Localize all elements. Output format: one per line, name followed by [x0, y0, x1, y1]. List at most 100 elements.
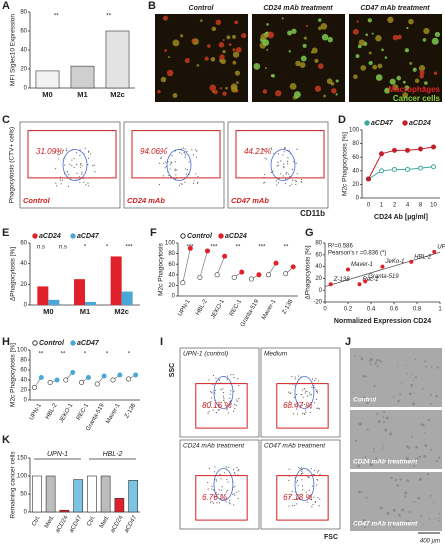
dot [225, 491, 228, 493]
dot [284, 183, 287, 185]
scale-label: 400 µm [420, 539, 440, 545]
cell [320, 23, 328, 30]
y-tick-label: 0 [172, 294, 176, 300]
bar [128, 480, 138, 513]
gate [131, 130, 221, 179]
y-tick-label: 40 [20, 378, 27, 384]
legend-label: Control [39, 340, 65, 347]
legend-marker [70, 233, 76, 239]
dot [193, 180, 195, 182]
cell [365, 496, 368, 499]
dot [317, 380, 319, 382]
point-label: JeKo-1 [385, 259, 405, 265]
dot [289, 392, 291, 394]
cell [364, 456, 367, 459]
y-tick-label: 40 [315, 264, 322, 270]
dot [292, 179, 294, 181]
dot [295, 162, 297, 164]
dot [162, 175, 164, 177]
cell [191, 38, 196, 43]
dot [191, 149, 193, 151]
annotation: *** [258, 245, 266, 251]
y-tick-label: 40 [20, 261, 27, 267]
cell [172, 39, 180, 47]
cell [408, 511, 411, 514]
dot [88, 150, 90, 152]
dot [309, 494, 311, 497]
cell [356, 20, 359, 23]
annotation: ** [106, 14, 111, 20]
dot [305, 491, 307, 493]
cell [209, 84, 217, 92]
dot [305, 411, 307, 414]
dot [220, 498, 222, 500]
cell [362, 374, 366, 378]
density [213, 376, 234, 409]
marker [63, 377, 69, 383]
dot [73, 166, 75, 169]
cell [335, 93, 338, 96]
dot [318, 470, 320, 472]
dot [287, 163, 289, 165]
dot [286, 172, 288, 174]
marker [204, 248, 210, 254]
gate-value: 80.16 % [202, 401, 231, 410]
x-tick-label: 0.2 [344, 307, 353, 313]
cell [331, 88, 337, 94]
dot [277, 182, 280, 184]
dot [294, 376, 296, 378]
dot [230, 374, 232, 376]
dot [214, 466, 216, 468]
dot [208, 379, 210, 381]
marker [405, 147, 410, 153]
cell [373, 385, 376, 388]
dot [87, 182, 89, 184]
cell [382, 416, 385, 418]
dot [302, 472, 304, 474]
bar [48, 299, 60, 305]
dot [304, 403, 306, 406]
y-tick-label: 50 [20, 492, 27, 498]
cell [372, 64, 378, 70]
cell [369, 357, 373, 361]
cell [287, 30, 293, 36]
cell [299, 62, 306, 68]
point-label: Z-138 [333, 277, 350, 283]
micrograph [252, 14, 345, 102]
dot [67, 185, 70, 187]
marker [180, 280, 186, 286]
dot [283, 147, 286, 149]
annotation: ** [54, 14, 59, 20]
dot [81, 173, 83, 175]
dot [226, 375, 229, 377]
cell [415, 445, 419, 449]
dot [228, 466, 230, 469]
gate [276, 475, 329, 521]
dot [301, 485, 304, 487]
panel-letter: B [148, 0, 156, 12]
point-label: Rec-1 [363, 277, 379, 283]
y-tick-label: 40 [352, 168, 359, 174]
cell [422, 423, 425, 427]
marker [197, 274, 203, 280]
dot [55, 185, 58, 187]
cell [321, 33, 329, 41]
cell [352, 391, 355, 393]
cell [409, 61, 413, 65]
legend-label: Cancer cells [393, 94, 441, 103]
dot [291, 505, 293, 507]
dot [305, 406, 307, 408]
x-tick-label: 1 [438, 307, 442, 313]
dot [184, 156, 186, 158]
cell [262, 89, 268, 94]
bar [32, 475, 42, 513]
x-tick-label: HBL-2 [45, 402, 59, 420]
dot [302, 396, 304, 398]
dot [207, 412, 209, 414]
dot [263, 150, 265, 152]
bar [85, 301, 96, 305]
dot [220, 389, 222, 391]
dot [229, 503, 231, 505]
dot [313, 379, 316, 382]
marker [248, 276, 254, 282]
